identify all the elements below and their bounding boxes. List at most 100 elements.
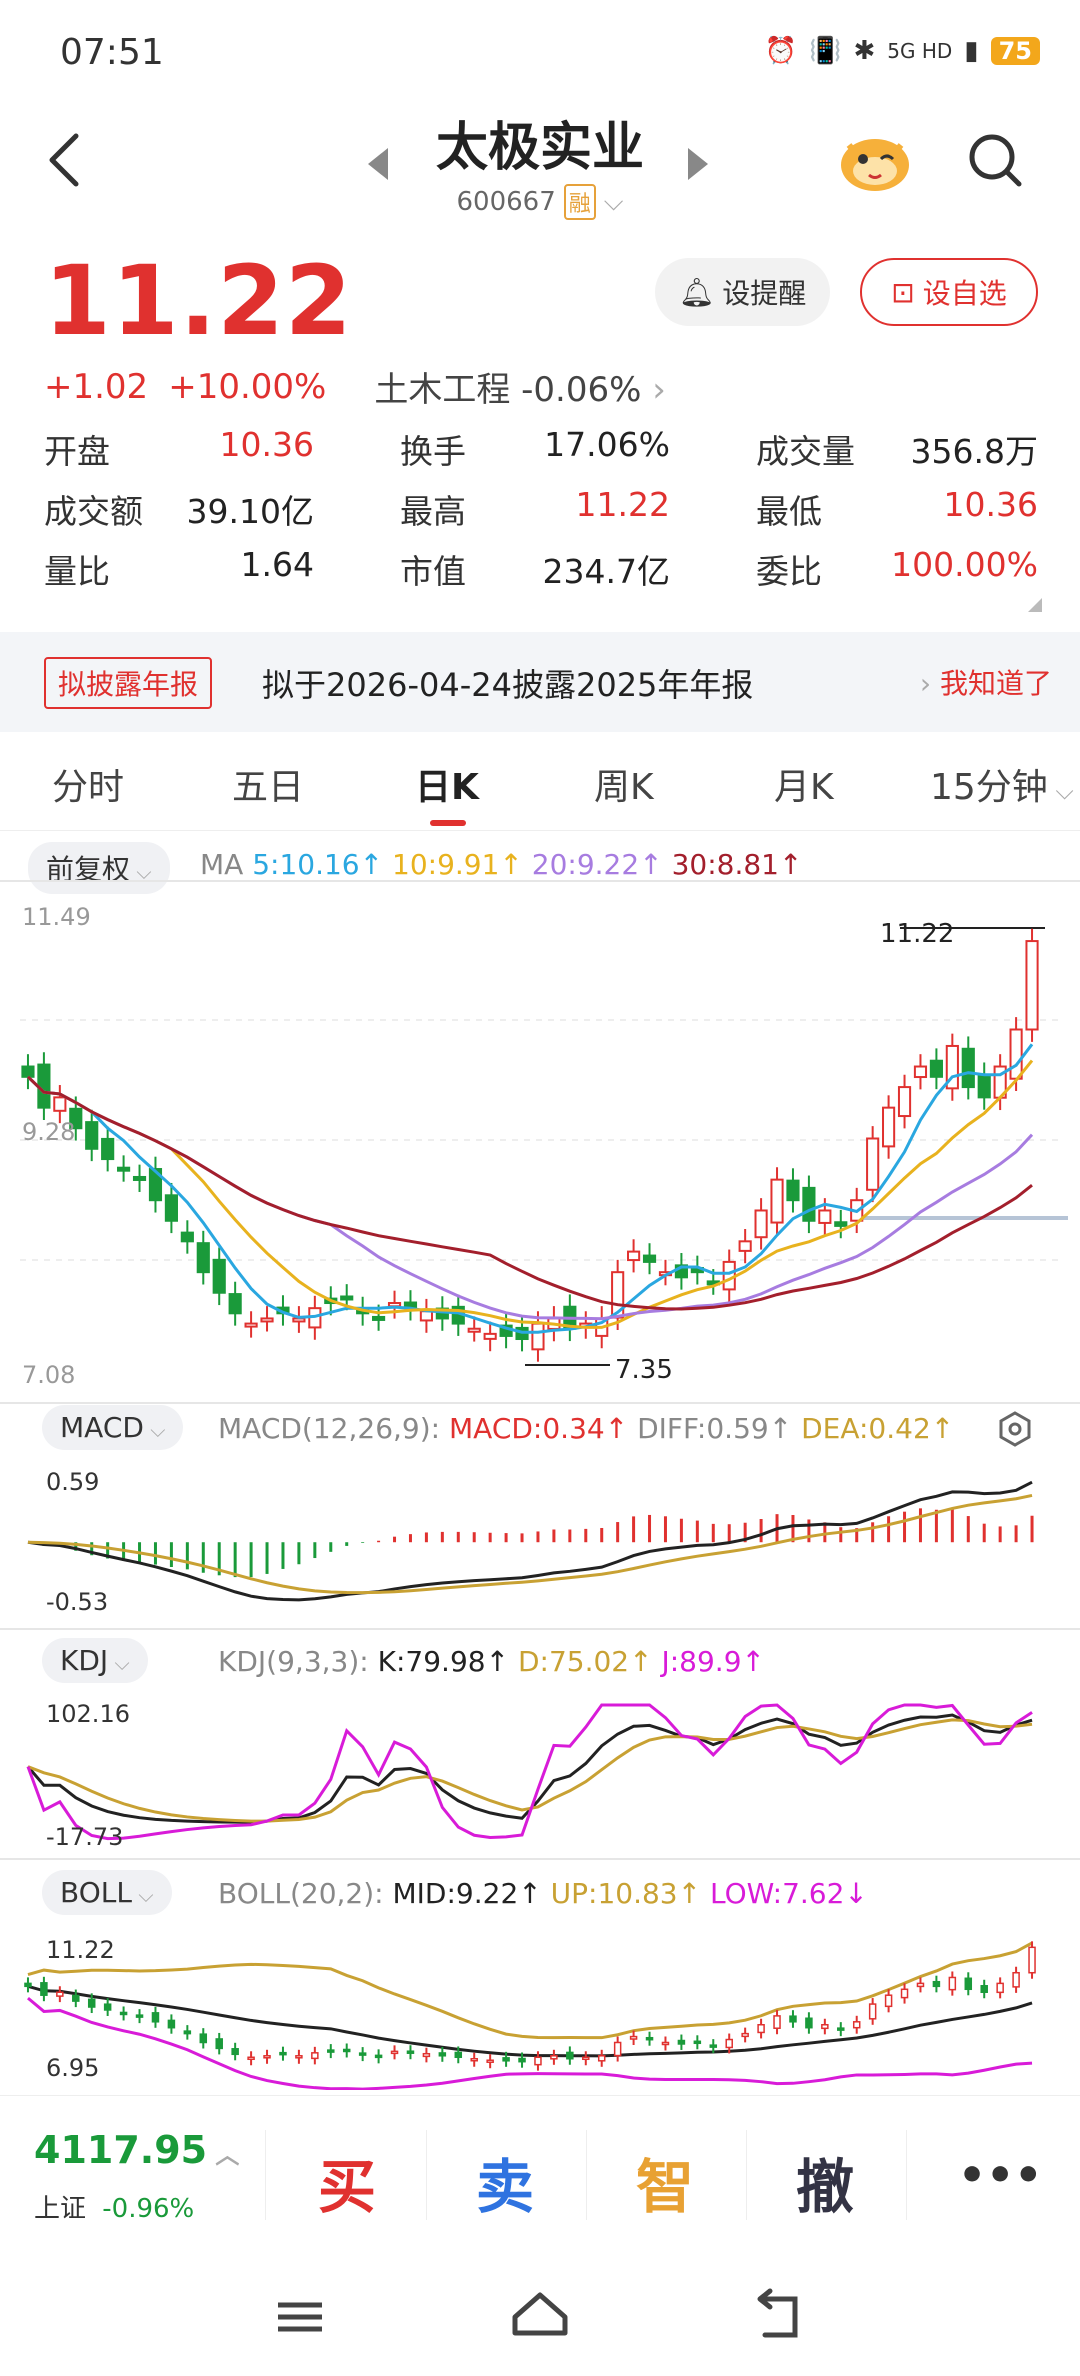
boll-candle [789,2015,797,2023]
diff-line [27,1480,1033,1602]
boll-candle [1028,1946,1036,1974]
stat-value: 10.36 [943,485,1038,524]
boll-mid-line [27,1984,1033,2058]
candle [196,1242,210,1274]
sell-button[interactable]: 卖 [476,2153,535,2221]
boll-candle [900,1988,909,1999]
macd-dropdown[interactable]: MACD ⌵ [42,1405,184,1450]
battery-icon: 75 [990,37,1040,65]
candle [260,1317,274,1323]
dismiss-announcement-button[interactable]: › 我知道了 [920,662,1052,702]
index-name-row: 上证 -0.96% [34,2188,194,2225]
d-line [27,1718,1033,1823]
add-watchlist-button[interactable]: ⊡ 设自选 [860,258,1038,326]
tab-daily-k[interactable]: 日K [415,767,479,808]
sector-link[interactable]: 土木工程 -0.06% › [374,362,666,411]
settings-hex-icon[interactable] [996,1410,1034,1448]
stat-7: 市值 234.7亿 [400,545,670,593]
stat-label: 换手 [400,432,466,471]
boll-candle [757,2024,765,2034]
boll-candle [805,2017,813,2029]
alarm-icon: ⏰ [764,36,798,66]
chevron-down-icon: ⌵ [108,1651,130,1675]
expand-corner-icon[interactable] [1028,598,1042,612]
stat-label: 量比 [44,552,110,591]
macd-y-bot: -0.53 [46,1588,108,1616]
tab-monthly-k[interactable]: 月K [774,767,834,808]
stock-name: 太极实业 [435,118,644,178]
cancel-order-button[interactable]: 撤 [796,2153,855,2221]
current-price: 11.22 [44,245,353,357]
more-icon[interactable]: ••• [958,2150,1043,2201]
buy-button[interactable]: 买 [318,2153,377,2221]
bottom-action-bar [0,2095,1080,2255]
tab-five-day[interactable]: 五日 [232,767,305,808]
margin-badge: 融 [563,184,596,220]
boll-candle [502,2057,510,2062]
candle [53,1096,67,1112]
divider [426,2130,427,2220]
candle [101,1137,115,1161]
boll-candle [167,2019,176,2029]
kline-chart[interactable]: 11.49 9.28 7.08 11.22 7.35 0.59 -0.53 10… [0,880,1080,2090]
smart-button[interactable]: 智 [636,2153,695,2221]
boll-candle [151,2012,160,2023]
boll-candle [24,1982,32,1988]
announcement-tag: 拟披露年报 [44,657,213,709]
boll-candle [72,1994,80,2002]
announcement-banner[interactable]: 拟披露年报 拟于2026-04-24披露2025年年报 › 我知道了 [0,632,1080,732]
candle [244,1322,258,1328]
candle [69,1107,83,1130]
prev-stock-icon[interactable] [368,148,388,180]
macd-chip-label: MACD [60,1411,144,1444]
back-button[interactable] [40,130,90,190]
candle [945,1044,959,1090]
y-max-label: 11.49 [22,903,91,931]
set-alert-button[interactable]: 🔔︎ 设提醒 [655,258,830,326]
candle [977,1073,991,1099]
index-value[interactable]: 4117.95 ︿ [34,2128,239,2172]
tab-15min[interactable]: 15分钟 ⌵ [930,758,1074,810]
chevron-right-icon: › [919,667,932,700]
vibrate-icon: 📳 [809,36,842,66]
boll-candle [518,2057,526,2063]
home-nav-icon[interactable] [512,2292,568,2336]
ma5-value: 5:10.16↑ [252,848,384,881]
boll-legend: BOLL(20,2): MID:9.22↑ UP:10.83↑ LOW:7.62… [218,1877,868,1910]
boll-params: BOLL(20,2): [218,1877,384,1910]
candle [531,1322,545,1351]
menu-nav-icon[interactable] [278,2302,322,2332]
back-nav-icon[interactable] [757,2288,798,2338]
sector-name: 土木工程 [374,370,511,410]
candle [1009,1028,1023,1080]
divider [906,2130,907,2220]
boll-candle [454,2051,463,2059]
chevron-down-icon: ⌵ [143,1418,166,1442]
ma-legend[interactable]: MA 5:10.16↑ 10:9.91↑ 20:9.22↑ 30:8.81↑ [200,848,802,881]
tab-weekly-k[interactable]: 周K [594,767,654,808]
boll-candle [358,2052,367,2056]
mascot-icon[interactable] [835,125,915,195]
stat-value: 10.36 [219,425,314,464]
y-mid-label: 9.28 [22,1118,75,1146]
boll-candle [215,2038,223,2050]
chevron-down-icon[interactable]: ⌵ [603,186,624,217]
stat-label: 开盘 [44,432,110,471]
status-time: 07:51 [60,32,164,73]
next-stock-icon[interactable] [688,148,708,180]
stat-value: 356.8万 [910,432,1038,471]
candle [228,1293,242,1315]
search-button[interactable] [965,130,1025,190]
candle [897,1086,912,1118]
boll-candle [932,1980,941,1988]
boll-dropdown[interactable]: BOLL ⌵ [42,1870,172,1915]
stat-2: 成交量 356.8万 [756,425,1038,473]
stock-title-block: 太极实业 600667 融 ⌵ [340,105,740,220]
chevron-down-icon: ⌵ [1047,777,1074,805]
boll-candle [342,2048,351,2053]
tab-intraday[interactable]: 分时 [52,767,125,808]
stat-label: 最高 [400,492,466,531]
boll-candle [87,1998,96,2008]
boll-candle [247,2056,255,2061]
kdj-dropdown[interactable]: KDJ ⌵ [42,1638,148,1683]
